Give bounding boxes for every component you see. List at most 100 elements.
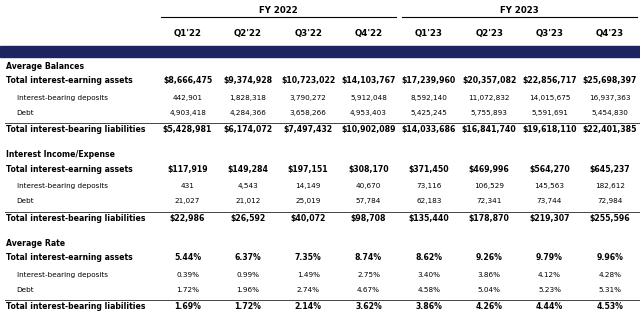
Text: $645,237: $645,237: [589, 165, 630, 174]
Text: $8,666,475: $8,666,475: [163, 76, 212, 85]
Text: Interest-bearing deposits: Interest-bearing deposits: [17, 183, 108, 189]
Text: 0.99%: 0.99%: [236, 272, 259, 278]
Text: $5,428,981: $5,428,981: [163, 125, 212, 134]
Text: 9.96%: 9.96%: [596, 253, 623, 263]
Text: 14,015,675: 14,015,675: [529, 95, 570, 100]
Text: $22,401,385: $22,401,385: [582, 125, 637, 134]
Text: 5,591,691: 5,591,691: [531, 110, 568, 116]
Text: 4.58%: 4.58%: [417, 287, 440, 293]
Text: Debt: Debt: [17, 198, 35, 204]
Bar: [0, 46, 640, 57]
Text: 5.04%: 5.04%: [477, 287, 500, 293]
Text: 21,027: 21,027: [175, 198, 200, 204]
Text: Total interest-bearing liabilities: Total interest-bearing liabilities: [6, 125, 146, 134]
Text: 3.40%: 3.40%: [417, 272, 440, 278]
Text: Q1'23: Q1'23: [415, 29, 443, 38]
Text: 182,612: 182,612: [595, 183, 625, 189]
Text: 9.79%: 9.79%: [536, 253, 563, 263]
Text: 5.31%: 5.31%: [598, 287, 621, 293]
Text: Q1'22: Q1'22: [173, 29, 202, 38]
Text: 5.44%: 5.44%: [174, 253, 201, 263]
Text: 3.86%: 3.86%: [477, 272, 500, 278]
Text: Total interest-earning assets: Total interest-earning assets: [6, 253, 133, 263]
Text: $564,270: $564,270: [529, 165, 570, 174]
Text: Total interest-bearing liabilities: Total interest-bearing liabilities: [6, 302, 146, 311]
Text: 0.39%: 0.39%: [176, 272, 199, 278]
Text: 11,072,832: 11,072,832: [468, 95, 510, 100]
Text: $6,174,072: $6,174,072: [223, 125, 273, 134]
Text: 1.72%: 1.72%: [176, 287, 199, 293]
Text: 1.49%: 1.49%: [297, 272, 320, 278]
Text: $22,986: $22,986: [170, 214, 205, 223]
Text: 72,341: 72,341: [477, 198, 502, 204]
Text: 4,284,366: 4,284,366: [230, 110, 266, 116]
Text: $469,996: $469,996: [469, 165, 509, 174]
Text: 4,543: 4,543: [237, 183, 259, 189]
Text: Average Rate: Average Rate: [6, 239, 65, 248]
Text: 106,529: 106,529: [474, 183, 504, 189]
Text: 431: 431: [180, 183, 195, 189]
Text: 7.35%: 7.35%: [295, 253, 322, 263]
Text: 73,116: 73,116: [416, 183, 442, 189]
Text: FY 2022: FY 2022: [259, 6, 298, 15]
Text: 4.53%: 4.53%: [596, 302, 623, 311]
Text: Interest-bearing deposits: Interest-bearing deposits: [17, 95, 108, 100]
Text: 5,425,245: 5,425,245: [410, 110, 447, 116]
Text: 4.44%: 4.44%: [536, 302, 563, 311]
Text: Total interest-earning assets: Total interest-earning assets: [6, 165, 133, 174]
Text: $7,497,432: $7,497,432: [284, 125, 333, 134]
Text: Q4'22: Q4'22: [355, 29, 383, 38]
Text: Interest-bearing deposits: Interest-bearing deposits: [17, 272, 108, 278]
Text: $19,618,110: $19,618,110: [522, 125, 577, 134]
Text: Q3'22: Q3'22: [294, 29, 323, 38]
Text: Q2'23: Q2'23: [475, 29, 503, 38]
Text: 16,937,363: 16,937,363: [589, 95, 630, 100]
Text: 4.67%: 4.67%: [357, 287, 380, 293]
Text: Debt: Debt: [17, 287, 35, 293]
Text: 2.75%: 2.75%: [357, 272, 380, 278]
Text: $9,374,928: $9,374,928: [223, 76, 273, 85]
Text: Q3'23: Q3'23: [536, 29, 564, 38]
Text: Total interest-bearing liabilities: Total interest-bearing liabilities: [6, 214, 146, 223]
Text: 5.23%: 5.23%: [538, 287, 561, 293]
Text: 4.28%: 4.28%: [598, 272, 621, 278]
Text: $25,698,397: $25,698,397: [582, 76, 637, 85]
Text: 8.74%: 8.74%: [355, 253, 382, 263]
Text: $255,596: $255,596: [589, 214, 630, 223]
Text: $219,307: $219,307: [529, 214, 570, 223]
Text: 5,454,830: 5,454,830: [591, 110, 628, 116]
Text: $135,440: $135,440: [408, 214, 449, 223]
Text: $371,450: $371,450: [408, 165, 449, 174]
Text: $10,902,089: $10,902,089: [341, 125, 396, 134]
Text: 1.72%: 1.72%: [234, 302, 261, 311]
Text: 25,019: 25,019: [296, 198, 321, 204]
Text: 8.62%: 8.62%: [415, 253, 442, 263]
Text: 5,755,893: 5,755,893: [471, 110, 508, 116]
Text: $178,870: $178,870: [468, 214, 509, 223]
Text: 4.12%: 4.12%: [538, 272, 561, 278]
Text: 3.62%: 3.62%: [355, 302, 382, 311]
Text: 4,903,418: 4,903,418: [169, 110, 206, 116]
Text: $17,239,960: $17,239,960: [402, 76, 456, 85]
Text: $197,151: $197,151: [288, 165, 328, 174]
Text: 1.96%: 1.96%: [236, 287, 259, 293]
Text: Interest Income/Expense: Interest Income/Expense: [6, 150, 115, 160]
Text: 1.69%: 1.69%: [174, 302, 201, 311]
Text: $149,284: $149,284: [227, 165, 268, 174]
Text: Total interest-earning assets: Total interest-earning assets: [6, 76, 133, 85]
Text: $117,919: $117,919: [167, 165, 208, 174]
Text: $40,072: $40,072: [291, 214, 326, 223]
Text: Q2'22: Q2'22: [234, 29, 262, 38]
Text: 2.14%: 2.14%: [295, 302, 322, 311]
Text: 8,592,140: 8,592,140: [410, 95, 447, 100]
Text: $16,841,740: $16,841,740: [462, 125, 516, 134]
Text: Q4'23: Q4'23: [596, 29, 624, 38]
Text: $22,856,717: $22,856,717: [522, 76, 577, 85]
Text: 3.86%: 3.86%: [415, 302, 442, 311]
Text: $14,103,767: $14,103,767: [341, 76, 396, 85]
Text: Average Balances: Average Balances: [6, 62, 84, 71]
Text: 9.26%: 9.26%: [476, 253, 502, 263]
Text: $98,708: $98,708: [351, 214, 387, 223]
Text: 1,828,318: 1,828,318: [230, 95, 266, 100]
Text: FY 2023: FY 2023: [500, 6, 539, 15]
